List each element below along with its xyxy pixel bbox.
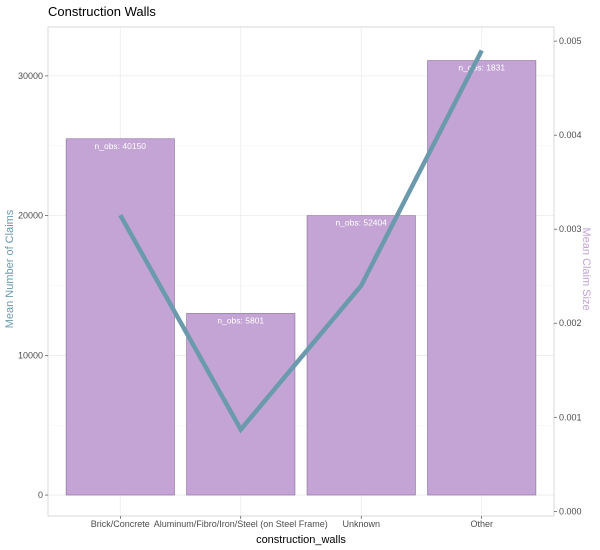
y-left-tick-label: 10000 xyxy=(18,350,43,360)
x-axis-title: construction_walls xyxy=(256,534,346,546)
y-left-tick-label: 20000 xyxy=(18,211,43,221)
y-right-tick-label: 0.004 xyxy=(559,130,582,140)
plot-area: n_obs: 40150 n_obs: 5801 n_obs: 52404 n_obs… xyxy=(18,26,582,529)
chart-title: Construction Walls xyxy=(48,4,156,19)
bar xyxy=(186,313,296,496)
plot-border xyxy=(47,26,555,517)
bar-label: n_obs: 5801 xyxy=(217,315,264,325)
right-axis-title: Mean Claim Size xyxy=(580,227,592,310)
y-right-tick-label: 0.001 xyxy=(559,412,582,422)
y-right-tick-label: 0.005 xyxy=(559,36,582,46)
bar-label: n_obs: 40150 xyxy=(95,141,147,151)
y-left-tick-label: 0 xyxy=(38,490,43,500)
x-tick-label: Aluminum/Fibro/Iron/Steel (on Steel Fram… xyxy=(154,519,328,529)
bar xyxy=(65,138,175,496)
y-right-tick-label: 0.000 xyxy=(559,506,582,516)
x-tick-label: Brick/Concrete xyxy=(91,519,150,529)
y-right-tick-label: 0.003 xyxy=(559,224,582,234)
y-right-tick-label: 0.002 xyxy=(559,318,582,328)
line-series xyxy=(118,49,484,434)
bar-label: n_obs: 52404 xyxy=(335,218,387,228)
x-tick-label: Unknown xyxy=(342,519,380,529)
y-left-tick-label: 30000 xyxy=(18,71,43,81)
bar xyxy=(306,215,416,496)
left-axis-title: Mean Number of Claims xyxy=(4,209,16,328)
x-tick-label: Other xyxy=(470,519,493,529)
bar xyxy=(427,60,537,496)
bar-label: n_obs: 1831 xyxy=(458,63,505,73)
